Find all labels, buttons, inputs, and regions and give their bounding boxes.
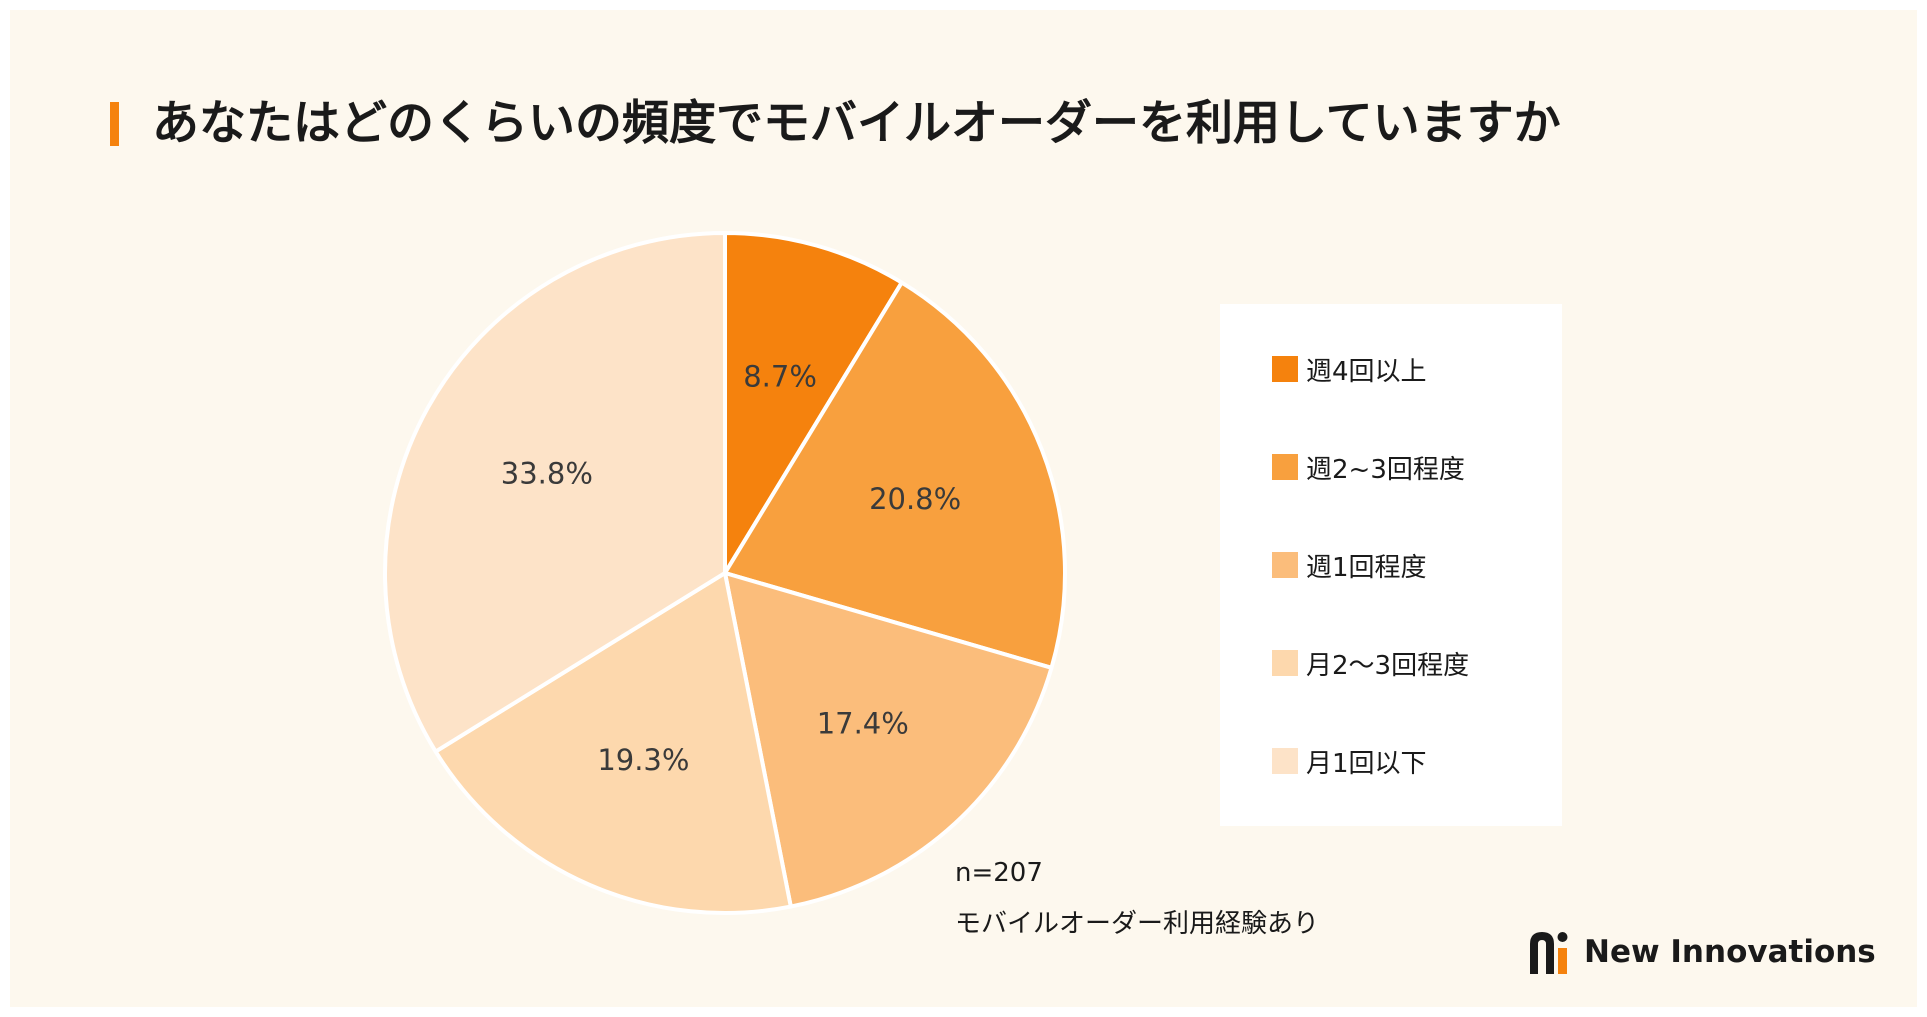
legend-item: 月1回以下 [1272,744,1427,779]
legend-item: 週1回程度 [1272,548,1427,583]
legend-label: 週2~3回程度 [1306,454,1465,485]
brand-logo: New Innovations [1528,930,1876,974]
slice-value-label-5: 33.8% [501,457,593,491]
chart-panel: あなたはどのくらいの頻度でモバイルオーダーを利用していますか 8.7% 20.8%… [10,10,1917,1007]
legend-swatch [1272,748,1298,774]
legend-label: 月2〜3回程度 [1306,650,1470,681]
legend-label: 週4回以上 [1306,356,1427,387]
sample-condition-note: モバイルオーダー利用経験あり [955,909,1320,939]
legend-swatch [1272,454,1298,480]
title-accent-bar [110,102,119,146]
slice-value-label-2: 20.8% [869,482,961,516]
legend-swatch [1272,356,1298,382]
pie-chart: 8.7% 20.8% 17.4% 19.3% 33.8% [383,231,1067,915]
legend-item: 週4回以上 [1272,352,1427,387]
brand-name: New Innovations [1584,934,1876,970]
slice-value-label-4: 19.3% [597,743,689,777]
chart-title: あなたはどのくらいの頻度でモバイルオーダーを利用していますか [152,96,1561,151]
sample-size-note: n=207 [955,858,1043,888]
pie-slice-5 [383,231,727,754]
legend: 週4回以上週2~3回程度 週1回程度月2〜3回程度 月1回以下 [1220,304,1562,826]
legend-swatch [1272,552,1298,578]
legend-item: 週2~3回程度 [1272,450,1465,485]
slice-value-label-3: 17.4% [817,706,909,740]
pie-slice-4 [433,571,793,915]
new-innovations-logo-icon [1530,932,1568,974]
legend-label: 週1回程度 [1306,552,1427,583]
legend-item: 月2〜3回程度 [1272,646,1470,681]
legend-label: 月1回以下 [1306,748,1427,779]
legend-swatch [1272,650,1298,676]
pie-slice-2 [723,280,1067,670]
pie-slice-1 [723,231,904,575]
pie-slice-3 [723,571,1054,909]
slice-value-label-1: 8.7% [743,360,817,394]
